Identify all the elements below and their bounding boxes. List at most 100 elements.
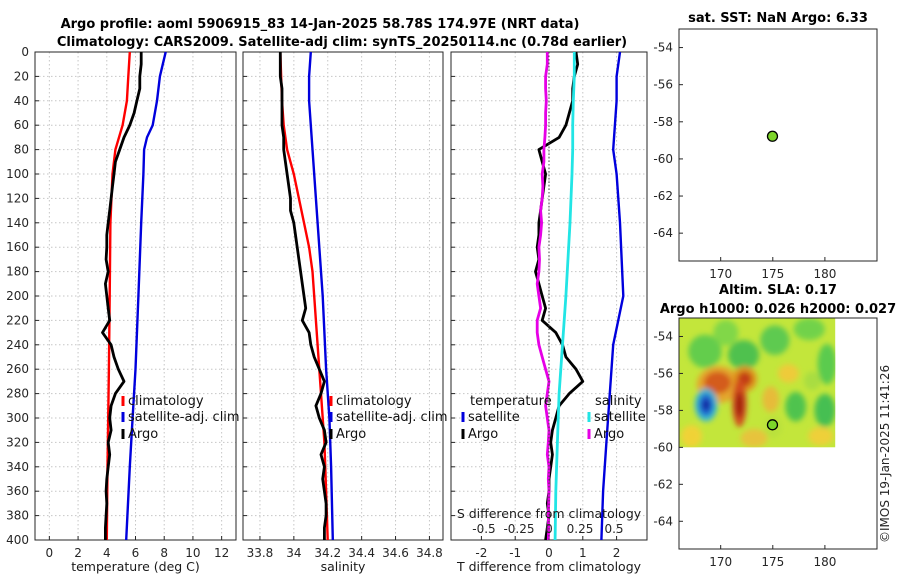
series-line-satellite-adj-clim — [125, 51, 167, 541]
y-tick-label: -56 — [653, 366, 673, 380]
heatmap-cell — [814, 393, 836, 428]
y-tick-label: 220 — [6, 313, 29, 327]
top-tick-label: 0 — [545, 522, 553, 536]
legend-label: Argo — [468, 427, 498, 442]
y-tick-label: 120 — [6, 191, 29, 205]
difference-panel: -2 -1 0 1 2T difference from climatology S di… — [450, 51, 648, 574]
legend-label: satellite — [594, 410, 646, 425]
heatmap-cell — [727, 340, 760, 370]
x-axis-label: salinity — [321, 559, 366, 574]
x-tick-label: 4 — [103, 546, 111, 560]
top-tick-label: -0.25 — [503, 522, 534, 536]
top-tick-label: 0.25 — [567, 522, 594, 536]
y-tick-label: -64 — [653, 514, 673, 528]
y-tick-label: 0 — [21, 45, 29, 59]
heatmap-cell — [785, 391, 807, 422]
heatmap-cell — [760, 325, 790, 355]
sla-map-panel: Altim. SLA: 0.17 Argo h1000: 0.026 h2000:… — [653, 283, 896, 569]
series-line-satellite-adj-clim — [307, 51, 334, 541]
y-tick-label: 380 — [6, 509, 29, 523]
heatmap-cell — [817, 343, 836, 385]
plot-frame — [34, 51, 237, 541]
y-tick-label: 280 — [6, 387, 29, 401]
y-tick-label: 360 — [6, 484, 29, 498]
heatmap-blobs — [681, 318, 836, 448]
sst-map-panel: sat. SST: NaN Argo: 6.33 170 175 180 -54 -56 -… — [653, 11, 878, 281]
y-tick-label: 300 — [6, 411, 29, 425]
series-line-temperature-satellite — [600, 51, 625, 541]
x-tick-label: 2 — [74, 546, 82, 560]
map-title: sat. SST: NaN Argo: 6.33 — [688, 11, 868, 26]
y-tick-label: -54 — [653, 41, 673, 55]
heatmap-cell — [688, 334, 722, 368]
y-tick-label: 160 — [6, 240, 29, 254]
y-tick-label: 100 — [6, 167, 29, 181]
x-tick-label: -1 — [509, 546, 521, 560]
y-tick-label: -60 — [653, 152, 673, 166]
x-tick-label: 10 — [185, 546, 200, 560]
y-tick-label: -54 — [653, 329, 673, 343]
series-line-argo — [278, 52, 328, 540]
legend-label: climatology — [336, 394, 412, 409]
y-tick-label: 60 — [14, 118, 29, 132]
heatmap-cell — [804, 371, 821, 391]
argo-position-marker — [766, 419, 779, 431]
series-line-temperature-argo — [534, 51, 585, 541]
x-axis-label: T difference from climatology — [456, 559, 642, 574]
legend-heading-temperature: temperature — [470, 394, 552, 409]
legend-label: Argo — [594, 427, 624, 442]
y-tick-label: 240 — [6, 338, 29, 352]
top-tick-label: 0.5 — [604, 522, 623, 536]
series-line-climatology — [105, 51, 131, 541]
map-title: Argo h1000: 0.026 h2000: 0.027 — [660, 302, 896, 317]
y-tick-label: 200 — [6, 289, 29, 303]
series-line-salinity-satellite — [553, 52, 576, 541]
x-axis-label: temperature (deg C) — [71, 559, 200, 574]
y-tick-label: 40 — [14, 94, 29, 108]
heatmap-cell — [793, 318, 825, 341]
y-tick-label: -64 — [653, 226, 673, 240]
top-axis-label: S difference from climatology — [457, 506, 642, 521]
series-line-salinity-argo — [535, 52, 551, 541]
map-title: Altim. SLA: 0.17 — [719, 283, 837, 298]
x-tick-label: 12 — [214, 546, 229, 560]
y-tick-label: -60 — [653, 440, 673, 454]
plot-frame — [242, 51, 444, 541]
x-tick-label: 175 — [761, 267, 784, 281]
legend-label: Argo — [336, 427, 366, 442]
x-tick-label: 34 — [286, 546, 301, 560]
y-tick-label: 400 — [6, 533, 29, 547]
series-line-argo — [101, 52, 143, 540]
x-tick-label: 1 — [579, 546, 587, 560]
x-tick-label: -2 — [475, 546, 487, 560]
legend-label: Argo — [128, 427, 158, 442]
x-tick-label: 175 — [761, 555, 784, 569]
heatmap-cell — [704, 371, 732, 394]
x-tick-label: 8 — [160, 546, 168, 560]
x-tick-label: 180 — [813, 555, 836, 569]
plot-frame — [678, 28, 878, 262]
x-tick-label: 34.6 — [382, 546, 409, 560]
x-tick-label: 0 — [46, 546, 54, 560]
heatmap-cell — [778, 364, 799, 383]
plot-frame — [678, 317, 878, 550]
x-tick-label: 180 — [813, 267, 836, 281]
y-tick-label: 180 — [6, 265, 29, 279]
legend-label: satellite-adj. clim — [128, 410, 240, 425]
legend-label: satellite — [468, 410, 520, 425]
top-tick-label: -0.5 — [472, 522, 495, 536]
x-tick-label: 34.2 — [314, 546, 341, 560]
x-tick-label: 0 — [545, 546, 553, 560]
figure-title-line2: Climatology: CARS2009. Satellite-adj cli… — [57, 35, 627, 50]
heatmap-cell — [808, 427, 834, 446]
y-tick-label: -62 — [653, 189, 673, 203]
y-tick-label: 320 — [6, 435, 29, 449]
legend-label: climatology — [128, 394, 204, 409]
y-tick-label: -58 — [653, 403, 673, 417]
x-tick-label: 34.8 — [416, 546, 443, 560]
legend-heading-salinity: salinity — [595, 394, 642, 409]
heatmap-cell — [740, 428, 768, 448]
y-tick-label: -62 — [653, 477, 673, 491]
temperature-panel: 0 2 4 6 8 10 12 temperature (deg C) 0 20 40 60 80 100… — [6, 45, 240, 574]
